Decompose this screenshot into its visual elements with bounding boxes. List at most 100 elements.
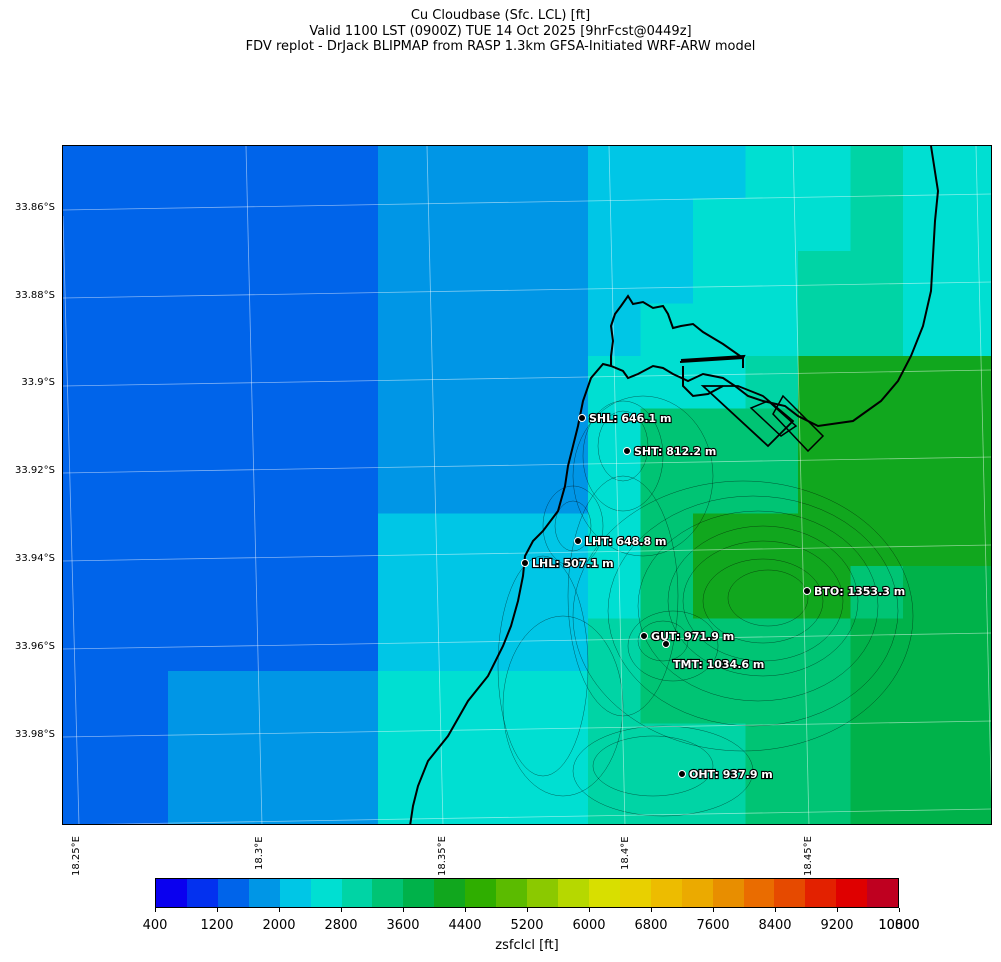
raster-cell (483, 618, 537, 672)
colorbar-tick-label: 8400 (758, 918, 792, 933)
raster-cell (430, 303, 484, 357)
raster-cell (378, 303, 432, 357)
raster-cell (378, 356, 432, 410)
raster-cell (798, 513, 852, 567)
colorbar-tick-label: 6000 (572, 918, 606, 933)
raster-cell (903, 513, 957, 567)
colorbar-segment (712, 879, 744, 907)
raster-cell (483, 303, 537, 357)
raster-cell (903, 671, 957, 725)
raster-cell (640, 356, 694, 410)
raster-cell (483, 408, 537, 462)
raster-cell (955, 408, 991, 462)
colorbar-tick-label: 4400 (448, 918, 482, 933)
raster-cell (483, 146, 537, 200)
colorbar-segment (279, 879, 311, 907)
raster-cell (850, 146, 904, 200)
raster-cell (798, 776, 852, 824)
colorbar-segment (310, 879, 342, 907)
station-marker (662, 640, 670, 648)
raster-cell (955, 198, 991, 252)
raster-cell (378, 146, 432, 200)
raster-cell (535, 566, 589, 620)
lat-label: 33.9°S (21, 377, 55, 388)
raster-cell (798, 251, 852, 305)
raster-cell (168, 566, 222, 620)
station-label: TMT: 1034.6 m (673, 658, 764, 671)
raster-cell (63, 251, 117, 305)
raster-cell (168, 461, 222, 515)
lat-label: 33.86°S (15, 202, 55, 213)
raster-cell (273, 566, 327, 620)
colorbar-segment (217, 879, 249, 907)
colorbar-tick-mark (527, 908, 528, 912)
raster-cell (63, 303, 117, 357)
raster-cell (850, 671, 904, 725)
colorbar-segment (156, 879, 187, 907)
raster-cell (850, 723, 904, 777)
colorbar (155, 878, 899, 908)
raster-cell (850, 776, 904, 824)
raster-cell (693, 671, 747, 725)
raster-cell (325, 513, 379, 567)
raster-cell (378, 251, 432, 305)
raster-cell (850, 618, 904, 672)
raster-cell (378, 566, 432, 620)
raster-cell (640, 671, 694, 725)
raster-cell (273, 671, 327, 725)
raster-cell (483, 723, 537, 777)
raster-cell (115, 566, 169, 620)
raster-cell (798, 198, 852, 252)
raster-cell (588, 303, 642, 357)
raster-cell (903, 356, 957, 410)
raster-cell (115, 198, 169, 252)
raster-cell (220, 618, 274, 672)
raster-cell (745, 251, 799, 305)
raster-cell (325, 251, 379, 305)
raster-cell (273, 776, 327, 824)
raster-cell (693, 198, 747, 252)
raster-cell (325, 566, 379, 620)
raster-cell (535, 303, 589, 357)
raster-cell (850, 513, 904, 567)
raster-cell (483, 776, 537, 824)
colorbar-tick-label: 10000 (878, 918, 920, 933)
raster-cell (850, 198, 904, 252)
raster-cell (168, 618, 222, 672)
raster-cell (168, 146, 222, 200)
raster-cell (955, 723, 991, 777)
lon-label: 18.3°E (254, 836, 265, 870)
raster-cell (483, 251, 537, 305)
colorbar-segment (496, 879, 528, 907)
raster-cell (430, 461, 484, 515)
raster-cell (798, 723, 852, 777)
raster-cell (63, 671, 117, 725)
colorbar-tick-label: 2000 (262, 918, 296, 933)
colorbar-segment (867, 879, 899, 907)
raster-cell (63, 566, 117, 620)
raster-cell (220, 776, 274, 824)
raster-cell (693, 566, 747, 620)
colorbar-tick-label: 400 (142, 918, 168, 933)
raster-cell (325, 618, 379, 672)
colorbar-tick-label: 1200 (200, 918, 234, 933)
raster-cell (115, 776, 169, 824)
raster-cell (903, 408, 957, 462)
raster-cell (693, 776, 747, 824)
lon-label: 18.35°E (437, 836, 448, 876)
raster-cell (168, 303, 222, 357)
raster-cell (325, 408, 379, 462)
colorbar-tick-mark (403, 908, 404, 912)
raster-cell (745, 303, 799, 357)
raster-cell (220, 671, 274, 725)
colorbar-tick-mark (217, 908, 218, 912)
colorbar-segment (372, 879, 404, 907)
raster-cell (955, 671, 991, 725)
station-label: LHT: 648.8 m (585, 535, 666, 548)
station-marker (623, 447, 631, 455)
station-marker (803, 587, 811, 595)
map-area[interactable]: SHL: 646.1 m SHT: 812.2 m LHT: 648.8 m LHL:… (62, 145, 992, 825)
raster-cell (273, 513, 327, 567)
colorbar-segment (805, 879, 837, 907)
colorbar-tick-mark (651, 908, 652, 912)
